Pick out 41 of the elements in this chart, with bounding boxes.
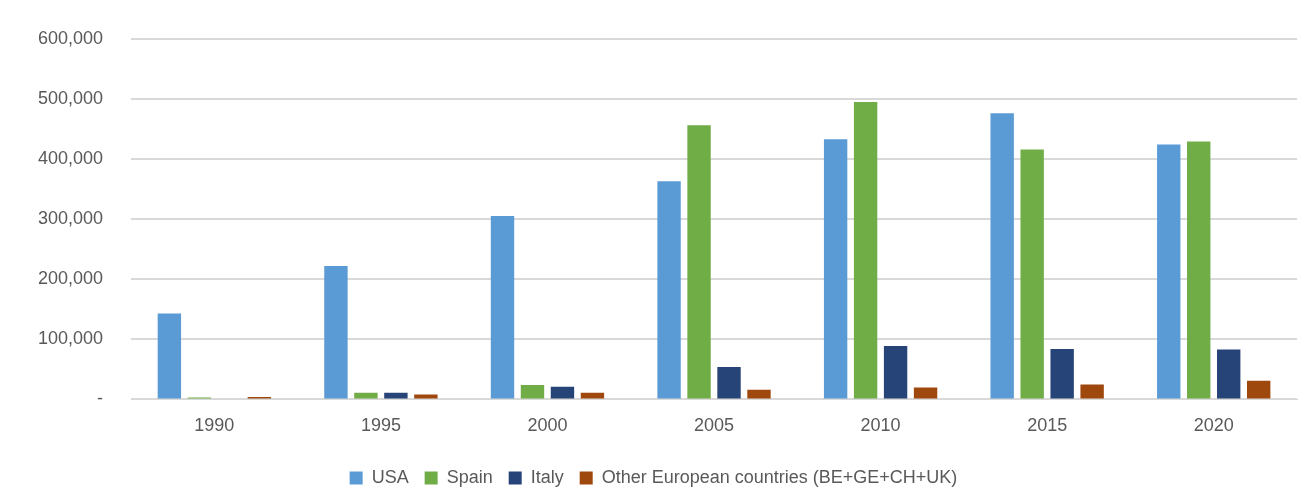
bar: [1050, 348, 1074, 399]
bar: [747, 389, 771, 399]
bar: [717, 366, 741, 399]
bar: [384, 392, 408, 399]
x-tick-label: 1990: [194, 415, 235, 436]
bar: [520, 384, 545, 399]
legend-label: Spain: [446, 466, 493, 487]
legend-label: Italy: [530, 466, 564, 487]
bar: [883, 345, 908, 399]
x-tick-label: 2010: [860, 415, 901, 436]
y-tick-label: 500,000: [37, 87, 104, 108]
bar: [550, 386, 575, 399]
y-tick-label: -: [97, 388, 104, 409]
bar: [913, 387, 938, 399]
x-tick-label: 2000: [527, 415, 568, 436]
y-tick-label: 400,000: [37, 147, 104, 168]
bar: [1187, 141, 1211, 399]
bar: [157, 313, 182, 399]
x-tick-label: 1995: [360, 415, 401, 436]
y-tick-label: 600,000: [37, 27, 104, 48]
bar: [490, 216, 515, 399]
bar: [1217, 349, 1241, 399]
bar: [1157, 144, 1181, 399]
bar: [1247, 380, 1271, 399]
y-tick-label: 300,000: [37, 208, 104, 229]
y-tick-label: 200,000: [37, 268, 104, 289]
bar: [990, 113, 1014, 399]
bar: [823, 139, 848, 399]
legend-label: Other European countries (BE+GE+CH+UK): [601, 466, 958, 487]
y-tick-label: 100,000: [37, 328, 104, 349]
x-tick-label: 2015: [1027, 415, 1068, 436]
bar: [1080, 384, 1104, 399]
bar: [687, 125, 711, 399]
legend-label: USA: [371, 466, 409, 487]
x-tick-label: 2020: [1193, 415, 1234, 436]
bar: [1020, 149, 1044, 399]
bar: [354, 392, 378, 399]
bar: [853, 101, 878, 399]
bar: [657, 181, 681, 399]
x-tick-label: 2005: [694, 415, 735, 436]
bar: [324, 265, 348, 399]
